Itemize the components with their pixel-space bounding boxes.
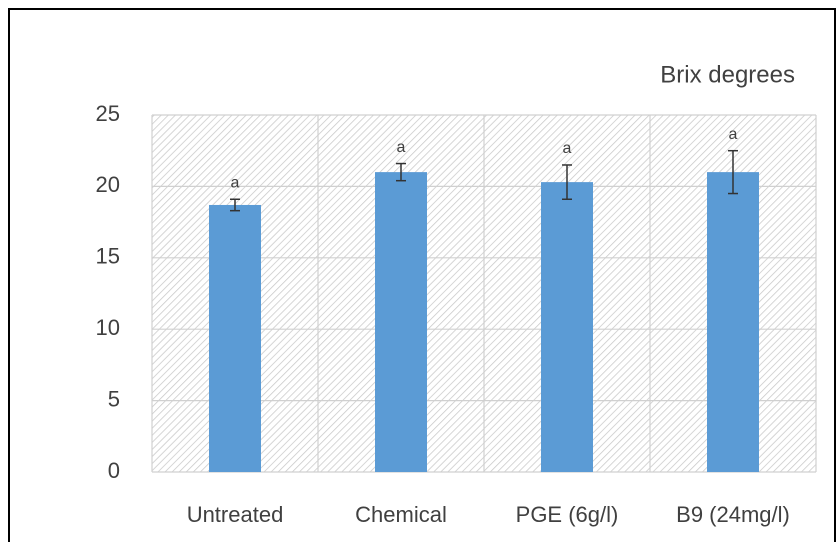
y-tick-label: 20 xyxy=(96,172,120,197)
y-tick-label: 5 xyxy=(108,386,120,411)
x-tick-label: B9 (24mg/l) xyxy=(676,502,790,527)
significance-label: a xyxy=(563,140,572,157)
y-tick-label: 25 xyxy=(96,101,120,126)
significance-label: a xyxy=(729,126,738,143)
bar xyxy=(209,204,261,473)
x-tick-label: Untreated xyxy=(187,502,284,527)
significance-label: a xyxy=(231,174,240,191)
bar xyxy=(707,172,759,472)
x-tick-label: PGE (6g/l) xyxy=(516,502,619,527)
x-tick-label: Chemical xyxy=(355,502,447,527)
chart-title: Brix degrees xyxy=(660,61,795,88)
bar xyxy=(541,182,593,472)
significance-label: a xyxy=(397,139,406,156)
bar xyxy=(375,172,427,472)
y-tick-label: 10 xyxy=(96,315,120,340)
y-tick-label: 0 xyxy=(108,458,120,483)
y-tick-label: 15 xyxy=(96,244,120,269)
